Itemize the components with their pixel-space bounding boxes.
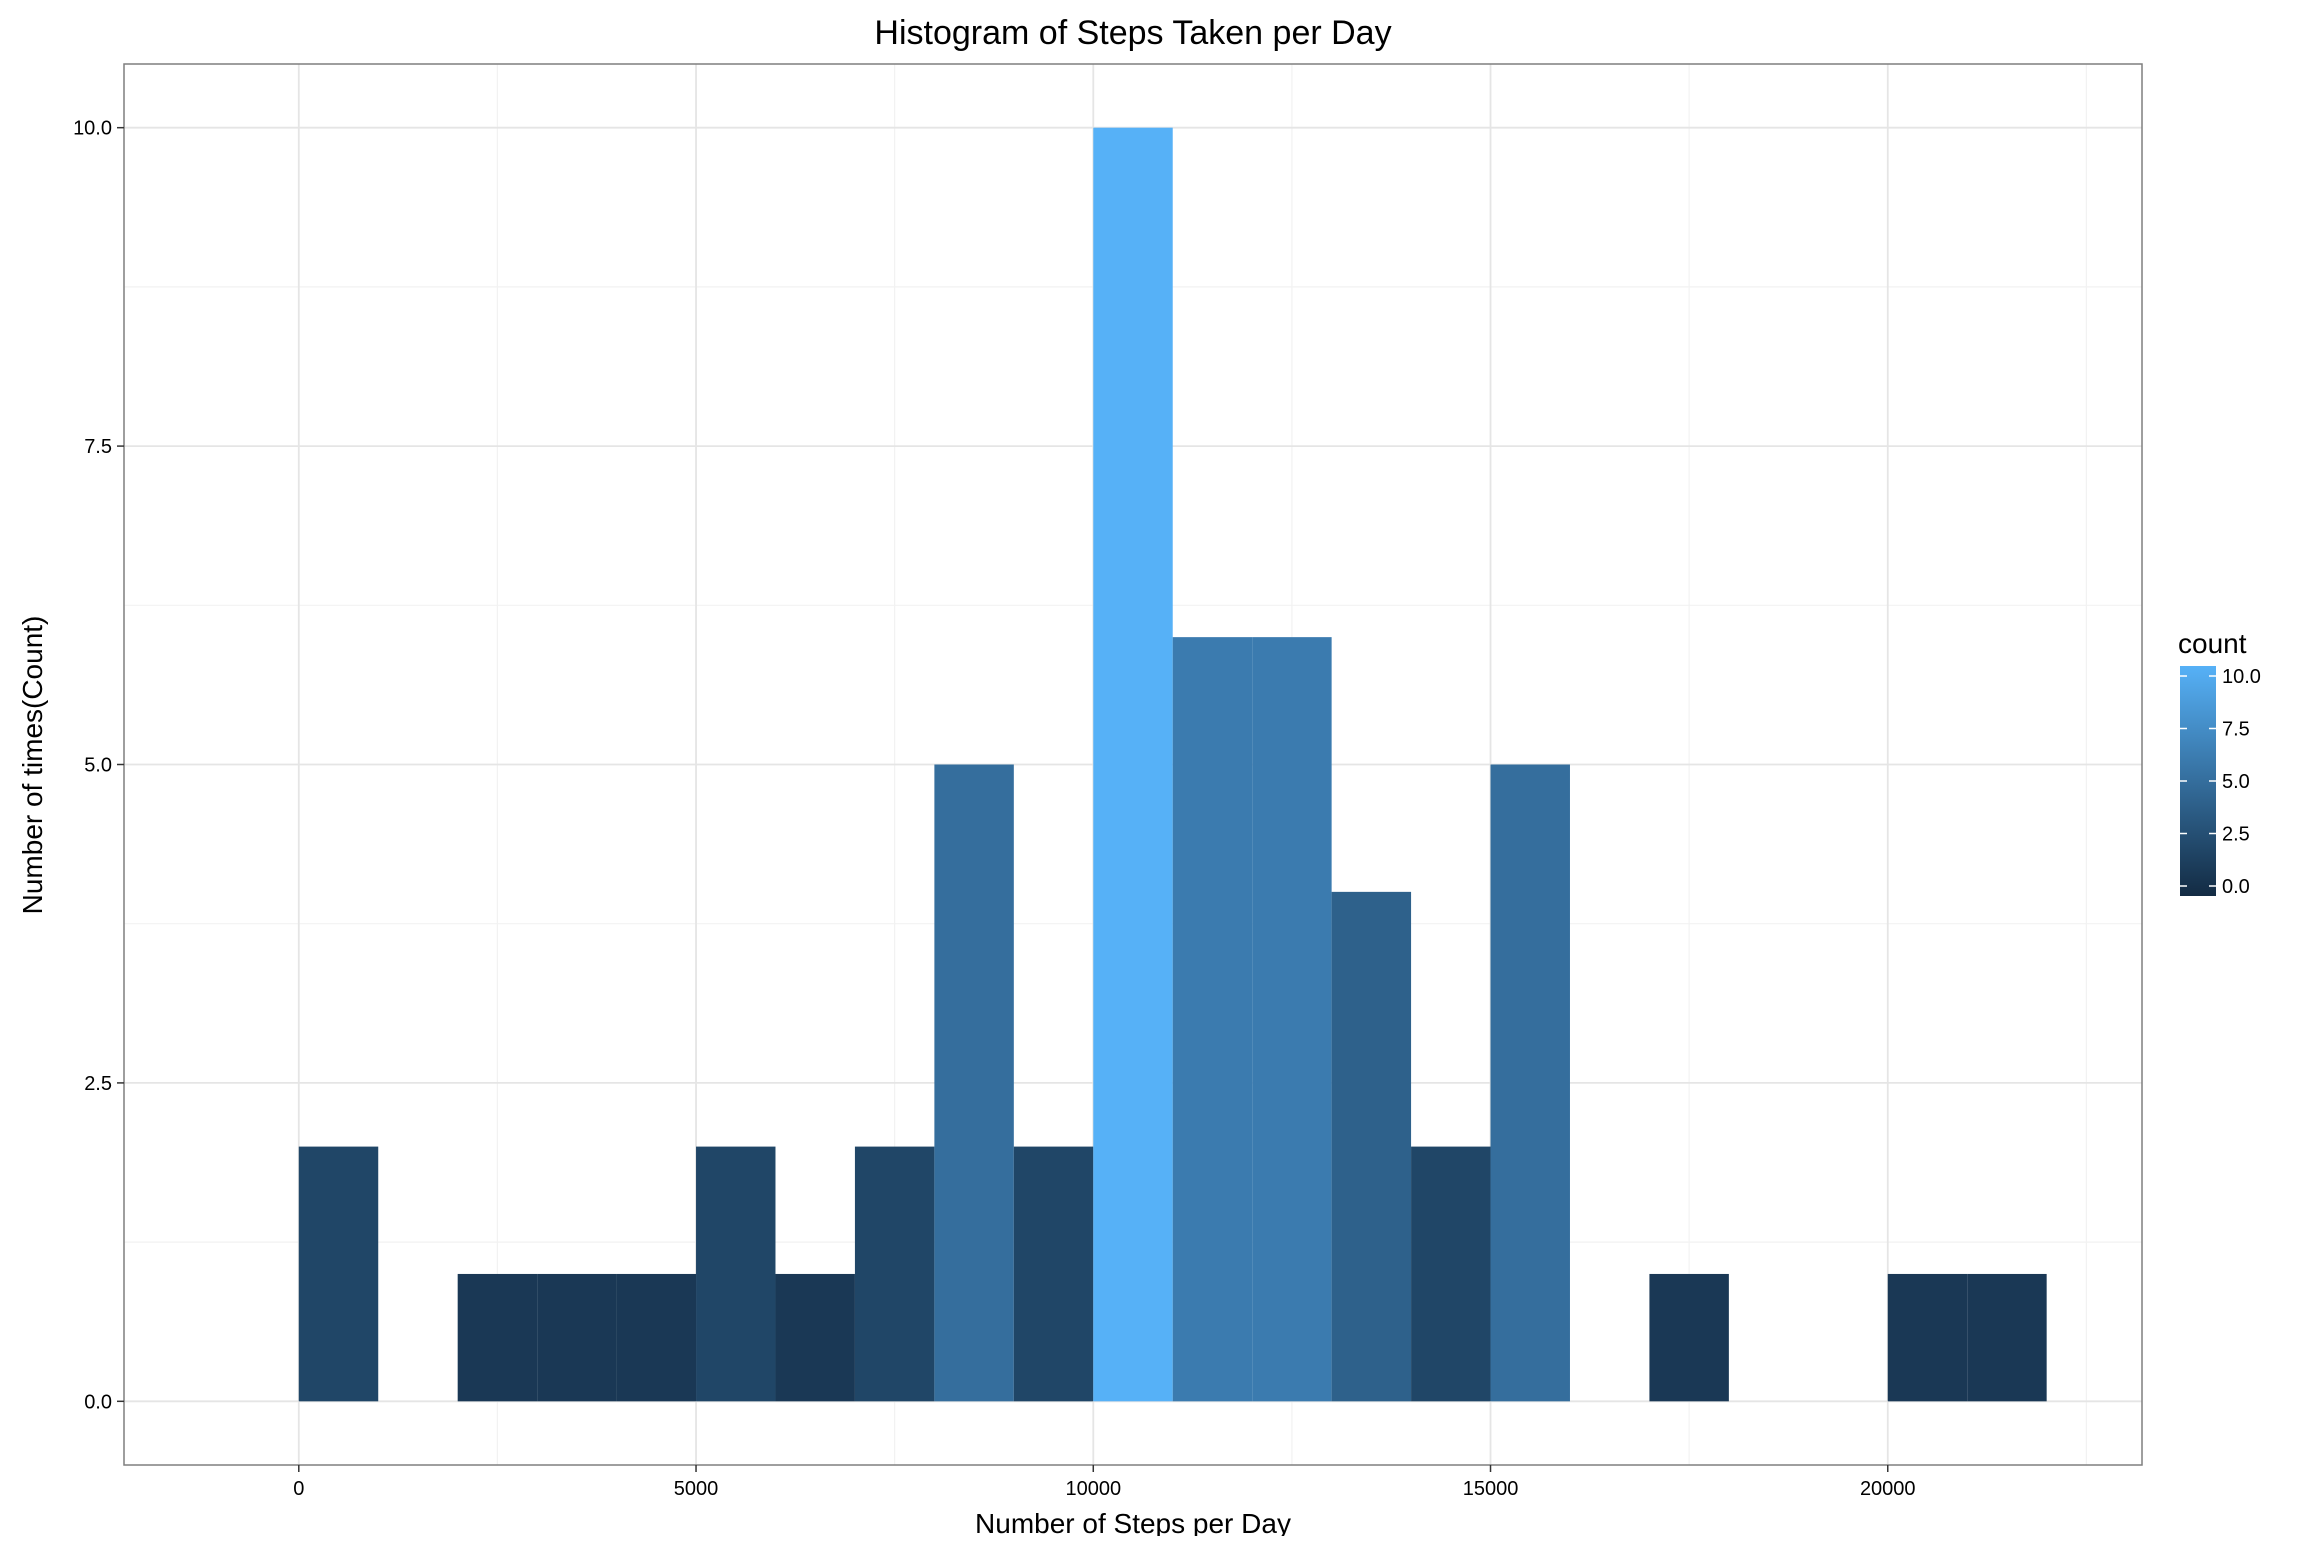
y-tick-label: 2.5: [84, 1073, 112, 1095]
histogram-bar: [934, 764, 1014, 1402]
y-tick-label: 10.0: [73, 118, 112, 140]
x-tick-label: 10000: [1065, 1478, 1121, 1500]
x-tick-label: 5000: [674, 1478, 719, 1500]
histogram-bar: [1093, 127, 1173, 1402]
y-tick-label: 5.0: [84, 755, 112, 777]
histogram-bar: [457, 1273, 538, 1402]
legend-title: count: [2178, 628, 2247, 659]
histogram-bar: [854, 1146, 935, 1402]
y-tick-label: 0.0: [84, 1391, 112, 1413]
legend-label: 2.5: [2222, 824, 2250, 846]
x-tick-label: 15000: [1463, 1478, 1519, 1500]
y-tick-label: 7.5: [84, 436, 112, 458]
histogram-bar: [1490, 764, 1570, 1402]
histogram-bar: [616, 1273, 697, 1402]
histogram-bar: [1252, 637, 1332, 1402]
histogram-bar: [1013, 1146, 1094, 1402]
x-axis-title: Number of Steps per Day: [975, 1508, 1291, 1536]
x-tick-label: 0: [293, 1478, 304, 1500]
histogram-bar: [1967, 1273, 2047, 1402]
color-legend: count 10.0 7.5 5.0 2.5 0.0: [2178, 628, 2261, 898]
legend-label: 5.0: [2222, 771, 2250, 793]
axis-ticks: 0 5000 10000 15000 20000 0.0 2.5 5.0 7.5 10.0: [73, 118, 1916, 1500]
histogram-bar: [298, 1146, 379, 1402]
y-axis-title: Number of times(Count): [17, 616, 48, 915]
legend-label: 10.0: [2222, 666, 2261, 688]
x-tick-label: 20000: [1860, 1478, 1916, 1500]
legend-ticks: 10.0 7.5 5.0 2.5 0.0: [2180, 666, 2261, 898]
legend-label: 0.0: [2222, 876, 2250, 898]
histogram-bar: [696, 1146, 776, 1402]
histogram-bar: [775, 1273, 855, 1402]
histogram-bar: [1172, 637, 1253, 1402]
legend-label: 7.5: [2222, 719, 2250, 741]
histogram-bar: [1649, 1273, 1729, 1402]
chart-title: Histogram of Steps Taken per Day: [874, 14, 1391, 52]
histogram-bars: [298, 127, 2047, 1402]
histogram-bar: [1331, 891, 1412, 1402]
histogram-bar: [1887, 1273, 1968, 1402]
histogram-bar: [1411, 1146, 1491, 1402]
histogram-bar: [537, 1273, 617, 1402]
